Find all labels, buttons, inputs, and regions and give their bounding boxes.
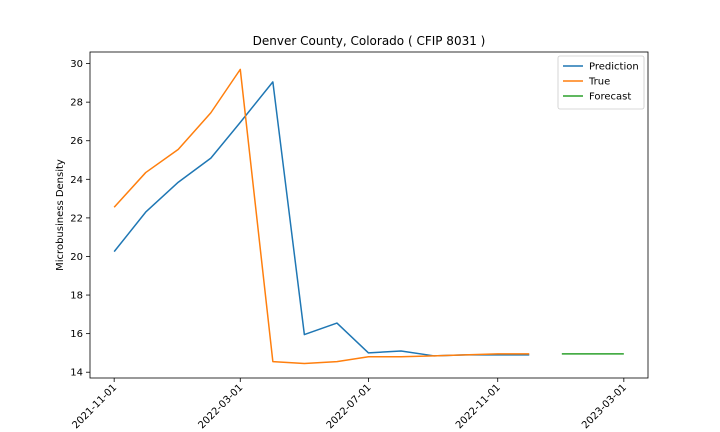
y-axis-label: Microbusiness Density <box>55 159 66 271</box>
y-tick-label: 22 <box>70 213 83 224</box>
y-tick-label: 18 <box>70 291 83 302</box>
y-tick-label: 14 <box>70 368 83 379</box>
plot-frame <box>89 51 649 379</box>
y-tick-label: 26 <box>70 136 83 147</box>
plot-lines <box>113 68 624 365</box>
legend-label: Forecast <box>589 92 631 103</box>
y-tick-label: 20 <box>70 252 83 263</box>
y-tick-label: 30 <box>70 59 83 70</box>
y-tick-label: 28 <box>70 98 83 109</box>
series-line-true <box>113 68 530 365</box>
chart-title: Denver County, Colorado ( CFIP 8031 ) <box>253 34 486 48</box>
y-axis-ticks: 14 16 18 20 22 24 26 28 30 <box>70 59 90 379</box>
legend-label: Prediction <box>589 62 639 73</box>
y-tick-label: 24 <box>70 175 83 186</box>
legend: Prediction True Forecast <box>557 55 645 110</box>
legend-label: True <box>588 77 610 88</box>
y-tick-label: 16 <box>70 329 83 340</box>
